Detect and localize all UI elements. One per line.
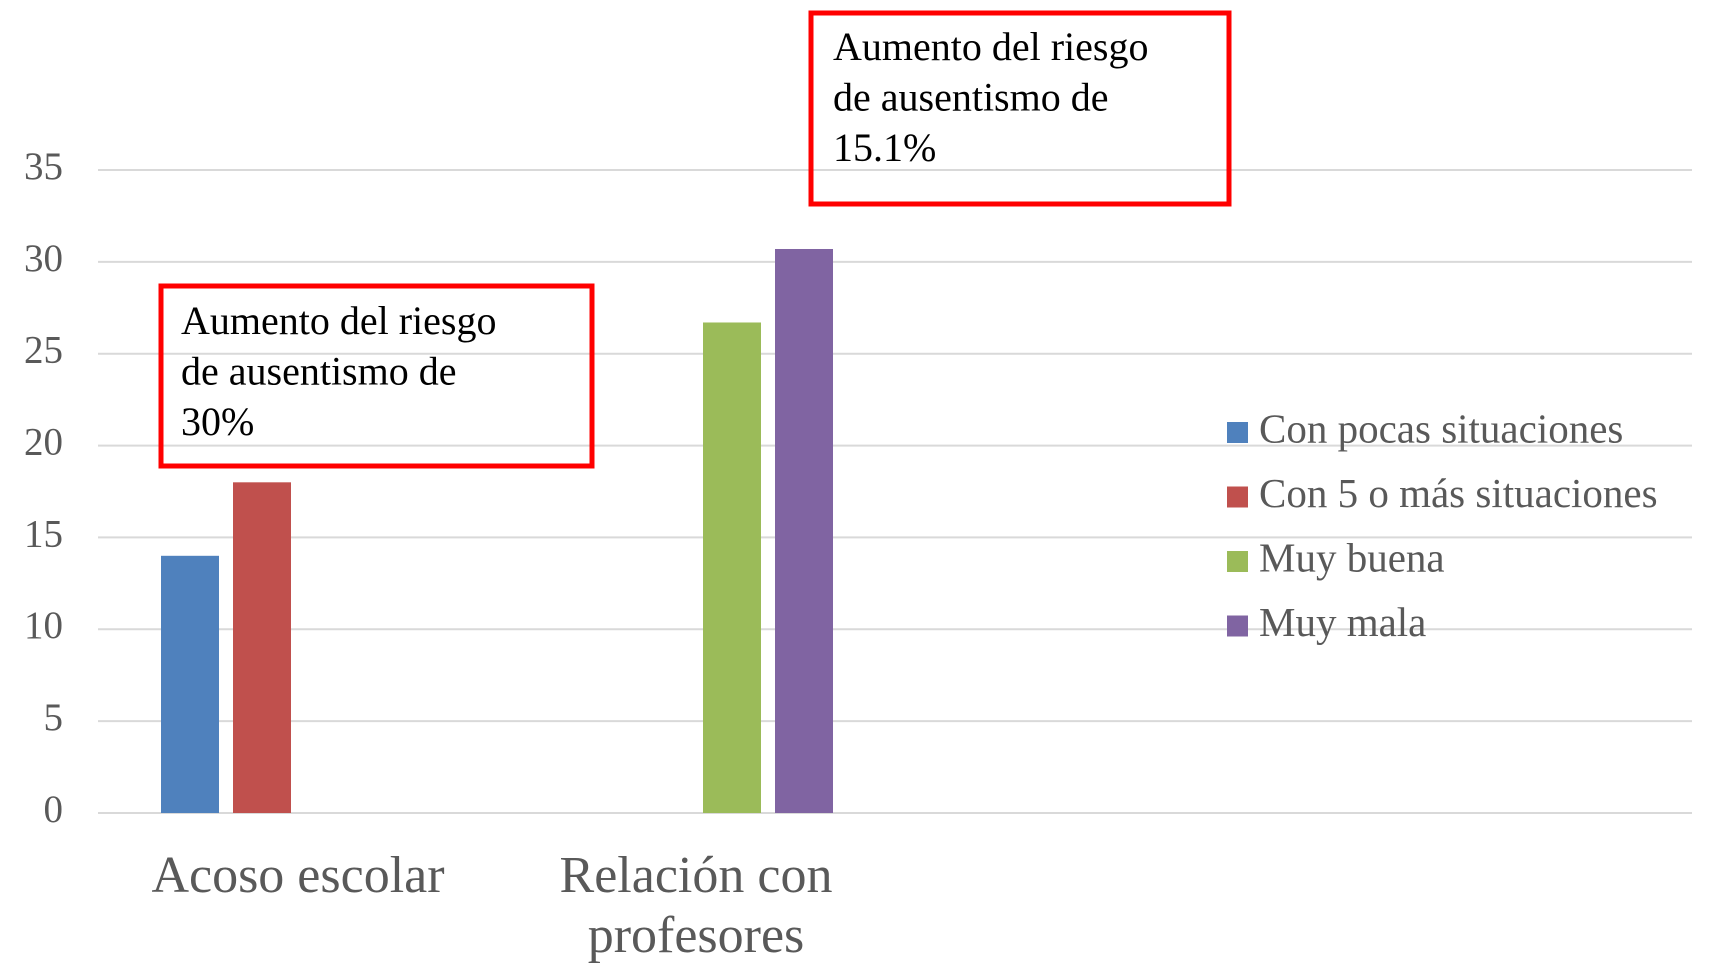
y-tick-label: 25	[24, 329, 63, 372]
y-tick-label: 30	[24, 237, 63, 280]
legend-label: Muy mala	[1259, 599, 1426, 645]
y-tick-label: 20	[24, 421, 63, 464]
annotation-box	[158, 283, 595, 469]
x-tick-label: Relación con profesores	[559, 847, 833, 964]
y-tick-label: 5	[44, 696, 64, 739]
bar	[233, 482, 291, 813]
y-tick-label: 0	[44, 788, 64, 831]
y-tick-label: 15	[24, 512, 63, 555]
legend-swatch	[1227, 551, 1248, 572]
annotation-text: de ausentismo de	[181, 349, 457, 394]
legend-label: Muy buena	[1259, 534, 1445, 580]
annotation-box	[808, 10, 1232, 207]
legend-swatch	[1227, 486, 1248, 508]
annotation-text: Aumento del riesgo	[833, 24, 1149, 69]
legend-label: Con 5 o más situaciones	[1259, 470, 1658, 516]
bar	[161, 555, 219, 813]
x-tick-label: Acoso escolar	[151, 847, 445, 904]
annotation-text: de ausentismo de	[833, 75, 1109, 120]
legend-swatch	[1227, 615, 1248, 637]
bar	[703, 322, 761, 813]
annotation-text: 15.1%	[833, 125, 936, 170]
y-tick-label: 10	[24, 604, 63, 647]
annotation-text: 30%	[181, 399, 254, 444]
legend-label: Con pocas situaciones	[1259, 405, 1623, 451]
annotation-text: Aumento del riesgo	[181, 298, 497, 343]
y-tick-label: 35	[24, 145, 63, 188]
legend-swatch	[1227, 422, 1248, 443]
bar	[775, 248, 833, 814]
